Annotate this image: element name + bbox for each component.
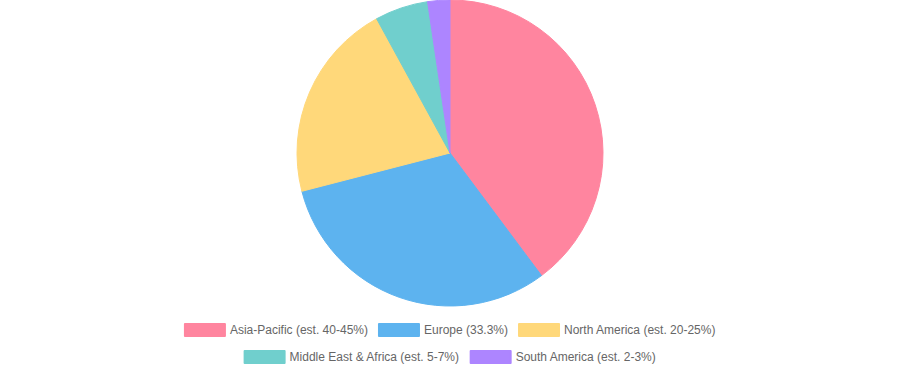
svg-text:South America (est. 2-3%): South America (est. 2-3%): [516, 350, 656, 364]
svg-text:Europe (33.3%): Europe (33.3%): [424, 323, 508, 337]
svg-text:Asia-Pacific (est. 40-45%): Asia-Pacific (est. 40-45%): [230, 323, 368, 337]
svg-text:North America (est. 20-25%): North America (est. 20-25%): [564, 323, 715, 337]
svg-text:Middle East & Africa (est. 5-7: Middle East & Africa (est. 5-7%): [290, 350, 459, 364]
